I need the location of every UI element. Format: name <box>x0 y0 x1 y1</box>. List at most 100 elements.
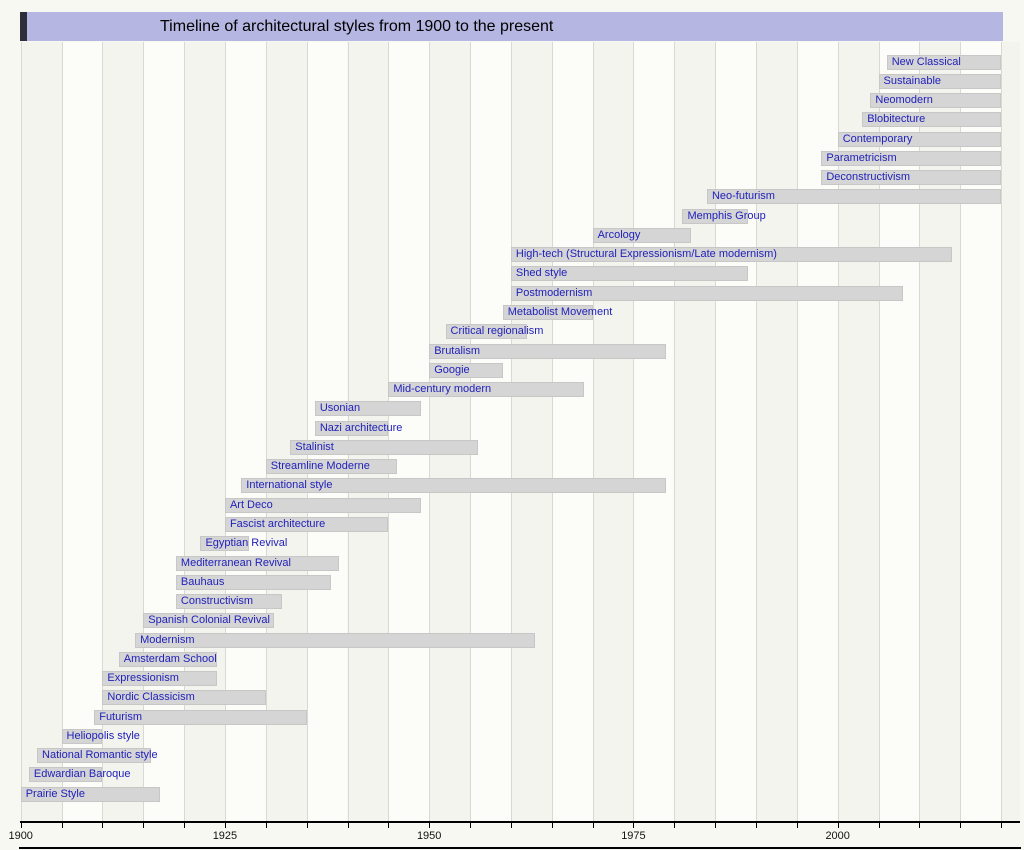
timeline-bar <box>706 189 1002 205</box>
timeline-bar <box>102 690 266 706</box>
timeline-bar <box>175 574 332 590</box>
timeline-bar-label: High-tech (Structural Expressionism/Late… <box>515 248 777 261</box>
timeline-bar <box>314 420 389 436</box>
timeline-bar-label: Usonian <box>319 402 361 415</box>
title-accent-block <box>20 12 27 41</box>
x-axis-tick <box>878 823 880 828</box>
five-year-band <box>756 42 797 822</box>
year-gridline <box>592 42 594 822</box>
year-gridline <box>20 42 22 822</box>
timeline-bar <box>429 362 503 378</box>
timeline-bar-label: Nordic Classicism <box>107 691 195 704</box>
x-axis-tick-label: 1900 <box>8 830 33 842</box>
timeline-bar-label: Heliopolis style <box>66 729 140 742</box>
timeline-bar <box>682 208 748 224</box>
timeline-bar <box>445 324 528 340</box>
timeline-bar-label: Modernism <box>140 633 195 646</box>
x-axis-tick <box>306 823 308 828</box>
timeline-bar-label: Prairie Style <box>25 787 85 800</box>
timeline-bar <box>886 54 1002 70</box>
year-gridline <box>960 42 962 822</box>
timeline-bar <box>510 285 904 301</box>
year-gridline <box>470 42 472 822</box>
x-axis-tick <box>265 823 267 828</box>
timeline-bar-label: Mediterranean Revival <box>180 556 291 569</box>
timeline-bar-label: Spanish Colonial Revival <box>148 614 270 627</box>
x-axis-tick-label: 1950 <box>416 830 442 842</box>
timeline-bar <box>28 767 103 783</box>
timeline-bar-label: Art Deco <box>229 498 273 511</box>
x-axis-tick <box>510 823 512 828</box>
timeline-bar-label: Blobitecture <box>867 113 926 126</box>
year-gridline <box>265 42 267 822</box>
x-axis-tick-label: 1925 <box>212 830 238 842</box>
year-gridline <box>878 42 880 822</box>
timeline-bar <box>592 227 691 243</box>
year-gridline <box>306 42 308 822</box>
timeline-bar-label: Memphis Group <box>687 209 766 222</box>
five-year-band <box>20 42 62 822</box>
x-axis-tick <box>960 823 962 828</box>
year-gridline <box>796 42 798 822</box>
timeline-bar-label: Mid-century modern <box>393 383 492 396</box>
timeline-bar-label: Bauhaus <box>180 575 225 588</box>
timeline-bar <box>20 786 160 802</box>
five-year-band <box>265 42 307 822</box>
x-axis-tick <box>20 823 22 828</box>
timeline-bar <box>837 131 1002 147</box>
x-axis-tick <box>592 823 594 828</box>
timeline-bar-label: Fascist architecture <box>229 517 326 530</box>
timeline-bar-label: Postmodernism <box>515 286 593 299</box>
timeline-bar <box>241 478 667 494</box>
x-axis-tick <box>388 823 390 828</box>
x-axis-tick <box>429 823 431 828</box>
timeline-bar <box>118 651 217 667</box>
timeline-bar <box>224 497 422 513</box>
x-axis-tick <box>347 823 349 828</box>
year-gridline <box>510 42 512 822</box>
timeline-bar <box>821 170 1002 186</box>
year-gridline <box>633 42 635 822</box>
five-year-band <box>1001 42 1020 822</box>
x-axis-tick <box>715 823 717 828</box>
x-axis-tick <box>551 823 553 828</box>
five-year-band <box>470 42 511 822</box>
x-axis-tick <box>756 823 757 828</box>
timeline-bar-label: National Romantic style <box>42 749 158 762</box>
timeline-bar-label: Egyptian Revival <box>205 537 288 550</box>
year-gridline <box>837 42 839 822</box>
timeline-bar <box>143 613 274 629</box>
year-gridline <box>102 42 104 822</box>
x-axis-line <box>20 821 1020 823</box>
five-year-band <box>592 42 634 822</box>
timeline-bar-label: Neo-futurism <box>711 190 775 203</box>
year-gridline <box>674 42 676 822</box>
timeline-bar <box>878 73 1002 89</box>
timeline-bar-label: Arcology <box>597 228 641 241</box>
timeline-bar-label: International style <box>246 479 333 492</box>
year-gridline <box>429 42 431 822</box>
year-gridline <box>1001 42 1003 822</box>
five-year-band <box>510 42 552 822</box>
timeline-bar <box>102 671 217 687</box>
x-axis-tick <box>224 823 226 828</box>
year-gridline <box>715 42 717 822</box>
year-gridline <box>388 42 390 822</box>
five-year-band <box>429 42 471 822</box>
timeline-bar <box>510 266 748 282</box>
timeline-bar-label: Deconstructivism <box>826 171 911 184</box>
x-axis-tick-label: 2000 <box>825 830 850 842</box>
timeline-bar-label: Parametricism <box>826 151 897 164</box>
timeline-bar <box>224 516 389 532</box>
five-year-band <box>388 42 430 822</box>
timeline-bar-label: Constructivism <box>180 595 254 608</box>
timeline-bar <box>502 305 593 320</box>
timeline-bar <box>175 555 340 571</box>
five-year-band <box>715 42 756 822</box>
timeline-bar-label: Futurism <box>99 710 142 723</box>
timeline-bar <box>290 439 479 455</box>
year-gridline <box>919 42 921 822</box>
timeline-bar-label: Amsterdam School <box>123 652 217 665</box>
timeline-bar-label: Stalinist <box>295 440 334 453</box>
